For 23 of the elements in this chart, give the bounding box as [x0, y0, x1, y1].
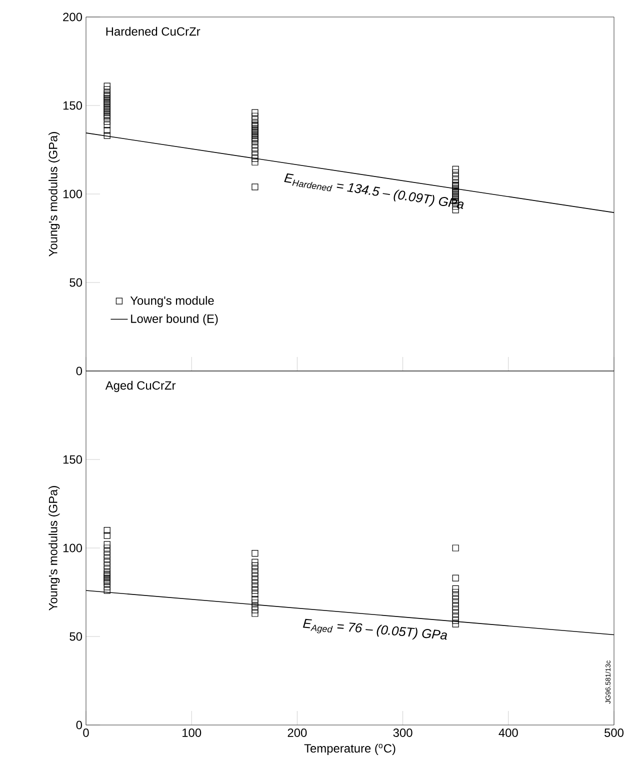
text: Aged CuCrZr: [105, 380, 176, 392]
annotation: E$_{Aged}$ = 76 – (0.05T) GPa: [302, 618, 447, 640]
x-tick-label: 400: [498, 728, 518, 737]
text: Hardened CuCrZr: [106, 26, 200, 36]
x-tick-label: 300: [393, 728, 412, 737]
y-tick-label: 100: [63, 190, 82, 198]
y-tick-label: 150: [63, 455, 82, 464]
y-tick-label: 50: [70, 632, 82, 641]
y-tick-label: 100: [63, 544, 82, 552]
y-axis-title: Young's modulus (GPa): [48, 486, 60, 610]
y-tick-label: 0: [76, 720, 82, 730]
legend-label: Young's module: [130, 296, 214, 308]
y-tick-label: 50: [70, 278, 82, 287]
y-tick-label: 150: [63, 101, 82, 110]
y-tick-label: 0: [76, 366, 82, 376]
y-tick-label: 200: [63, 12, 82, 22]
x-tick-label: 100: [182, 728, 202, 737]
legend-label: Lower bound (E): [131, 314, 218, 326]
y-axis-title: Young's modulus (GPa): [48, 132, 60, 256]
x-tick-label: 200: [288, 728, 307, 737]
x-axis-title: Temperature ($^{o}$C): [304, 744, 396, 755]
x-tick-label: 500: [604, 728, 624, 737]
x-tick-label: 0: [83, 728, 89, 737]
